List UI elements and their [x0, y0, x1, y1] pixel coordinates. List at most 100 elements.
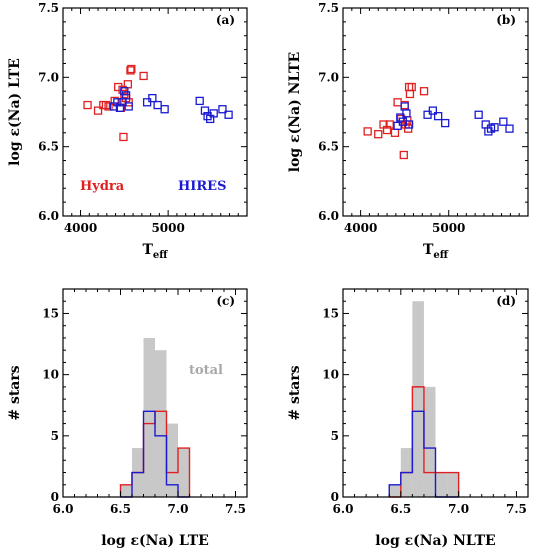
- y-tick-label: 0: [51, 490, 59, 504]
- x-tick-label: 7.0: [168, 502, 189, 516]
- y-tick-label: 0: [331, 490, 339, 504]
- hires-point: [505, 124, 514, 133]
- y-axis-label: # stars: [7, 365, 23, 420]
- histogram-panel-c: 6.0 6.5 7.0 7.5 0 5 10 15 (c) log ε(Na) LTE # star…: [7, 288, 248, 549]
- x-axis-label-main: T: [423, 242, 434, 258]
- x-tick-label: 7.5: [225, 502, 246, 516]
- hires-point: [484, 127, 493, 136]
- plot-frame: [62, 288, 248, 498]
- panel-label: (a): [216, 13, 235, 27]
- x-tick-label: 5000: [151, 221, 184, 235]
- hires-point: [433, 112, 443, 121]
- x-tick-label: 7.0: [448, 502, 469, 516]
- hydra-point: [127, 64, 136, 74]
- plot-frame: [342, 288, 529, 498]
- y-tick-label: 10: [42, 368, 59, 382]
- plot-frame: [342, 7, 529, 217]
- y-axis-label: # stars: [287, 365, 303, 420]
- hires-point: [115, 103, 125, 112]
- total-bar: [155, 350, 167, 497]
- scatter-panel-b: 4000 5000 6.0 6.5 7.0 7.5 (b) Teff log ε(Na) NLT…: [287, 1, 529, 261]
- x-axis-label: Teff: [143, 242, 169, 261]
- hires-point: [120, 87, 129, 96]
- hydra-point: [104, 102, 113, 111]
- y-tick-label: 5: [331, 429, 339, 443]
- hydra-point: [404, 82, 414, 92]
- hydra-point: [404, 124, 413, 133]
- hires-point: [148, 93, 157, 103]
- y-tick-label: 6.0: [318, 209, 339, 223]
- hydra-point: [93, 106, 103, 115]
- hydra-point: [385, 120, 394, 129]
- total-bar: [435, 472, 448, 497]
- x-tick-label: 6.0: [53, 502, 74, 516]
- hires-point: [428, 106, 438, 115]
- hydra-point: [419, 87, 429, 96]
- hires-point: [393, 121, 402, 131]
- panel-label: (c): [216, 294, 235, 308]
- hires-point: [398, 117, 408, 126]
- hires-point: [499, 117, 508, 126]
- hydra-point: [407, 82, 416, 92]
- hydra-point: [374, 130, 383, 139]
- y-tick-label: 15: [322, 306, 339, 320]
- hydra-point: [405, 89, 415, 99]
- x-tick-label: 4000: [344, 221, 377, 235]
- hydra-point: [393, 98, 402, 107]
- total-annotation: total: [189, 363, 223, 378]
- total-bar: [178, 448, 190, 497]
- y-tick-label: 7.5: [38, 1, 59, 15]
- hires-point: [490, 123, 499, 132]
- hires-point: [404, 120, 414, 129]
- hydra-point: [139, 71, 148, 81]
- hydra-point: [126, 66, 135, 75]
- y-axis-label: log ε(Na) LTE: [7, 58, 23, 166]
- hires-histogram-step: [120, 410, 190, 498]
- hires-point: [209, 109, 218, 118]
- scatter-panel-a: 4000 5000 6.0 6.5 7.0 7.5 (a) Teff log ε(Na) LTE…: [7, 1, 248, 261]
- total-bar: [423, 386, 436, 497]
- y-tick-label: 7.0: [318, 70, 339, 84]
- y-tick-label: 5: [51, 429, 59, 443]
- hydra-annotation: Hydra: [80, 179, 125, 194]
- hires-point: [203, 112, 212, 121]
- hires-point: [121, 91, 131, 100]
- hydra-point: [101, 100, 111, 110]
- x-axis-label: log ε(Na) NLTE: [375, 533, 495, 549]
- hydra-point: [390, 128, 400, 137]
- hires-point: [153, 100, 162, 110]
- x-tick-label: 7.5: [506, 502, 527, 516]
- panel-label: (d): [496, 294, 516, 308]
- hires-point: [218, 105, 227, 114]
- hires-point: [200, 106, 210, 115]
- hydra-point: [83, 100, 92, 110]
- plot-frame: [62, 7, 248, 217]
- hires-point: [402, 109, 411, 118]
- hydra-point: [399, 150, 408, 160]
- total-bar: [412, 301, 424, 497]
- y-axis-label: log ε(Na) NLTE: [287, 52, 303, 172]
- total-bar: [447, 472, 459, 497]
- histogram-panel-d: 6.0 6.5 7.0 7.5 0 5 10 15 (d) log ε(Na) NLTE # sta…: [287, 288, 529, 549]
- hydra-point: [119, 132, 128, 142]
- hires-point: [423, 110, 432, 119]
- total-bar: [166, 423, 178, 497]
- hydra-point: [110, 96, 119, 106]
- x-tick-label: 6.5: [110, 502, 131, 516]
- x-axis-label: log ε(Na) LTE: [101, 533, 209, 549]
- y-tick-label: 6.0: [38, 209, 59, 223]
- hydra-point: [382, 125, 392, 135]
- total-bar: [120, 484, 132, 497]
- x-tick-label: 5000: [432, 221, 465, 235]
- y-tick-label: 7.0: [38, 70, 59, 84]
- x-axis-label-sub: eff: [153, 250, 168, 261]
- hires-point: [124, 102, 133, 111]
- total-bar: [389, 484, 401, 497]
- y-tick-label: 6.5: [318, 140, 339, 154]
- y-tick-label: 7.5: [318, 1, 339, 15]
- hires-point: [441, 118, 450, 128]
- x-axis-label: Teff: [423, 242, 449, 261]
- x-tick-label: 6.5: [390, 502, 411, 516]
- y-tick-label: 10: [322, 368, 339, 382]
